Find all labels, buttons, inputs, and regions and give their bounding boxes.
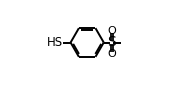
Text: O: O [107, 49, 116, 59]
Text: S: S [107, 36, 116, 49]
Text: O: O [107, 26, 116, 36]
Text: HS: HS [46, 36, 63, 49]
